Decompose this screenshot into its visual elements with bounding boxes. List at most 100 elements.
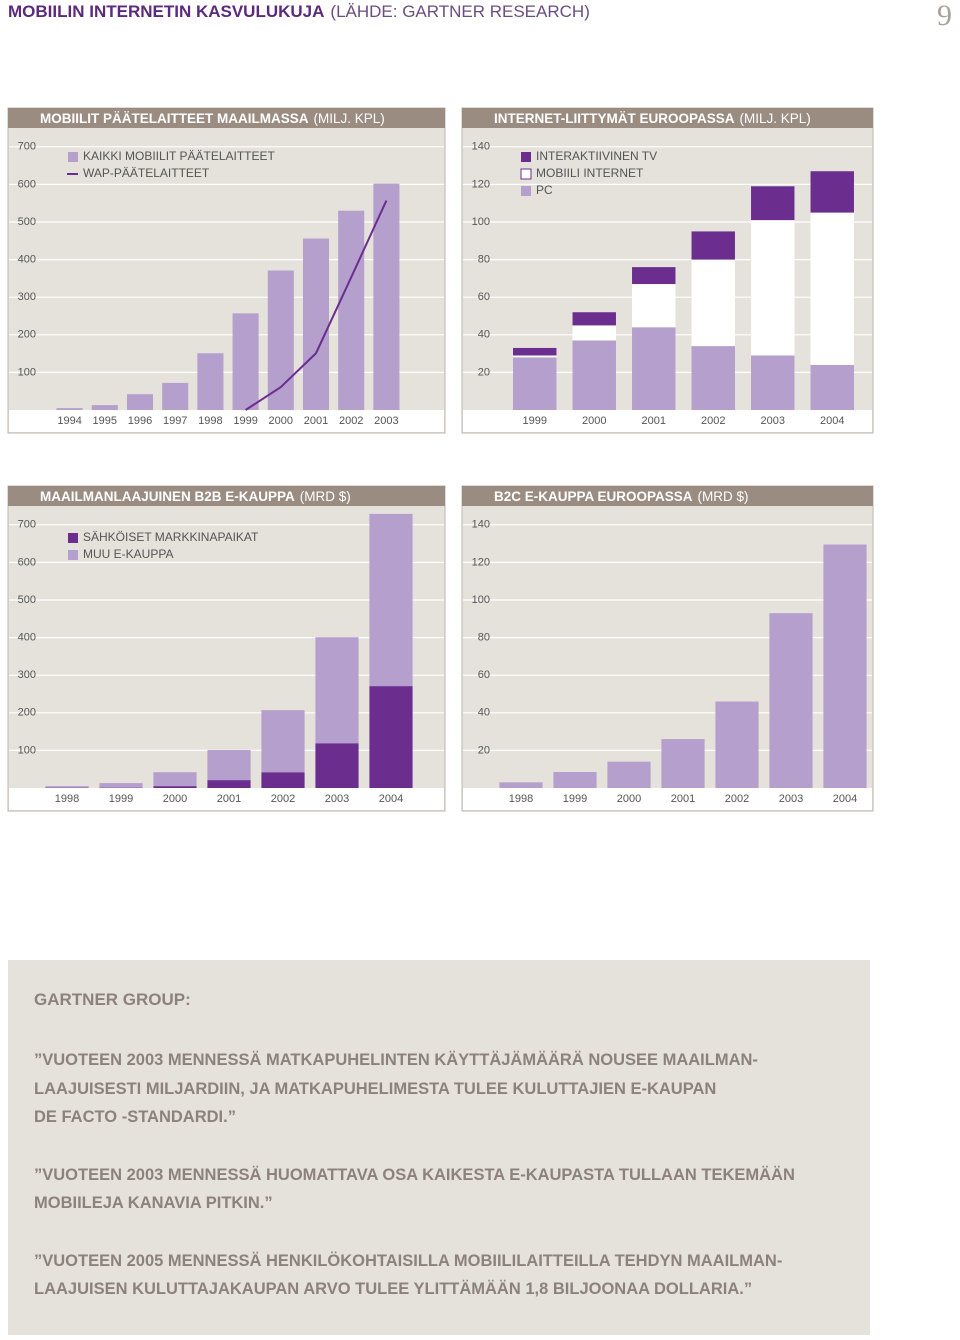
bar: [162, 382, 189, 410]
y-tick-label: 140: [472, 141, 490, 153]
y-tick-label: 700: [18, 141, 36, 153]
x-tick-label: 1999: [233, 415, 257, 427]
x-tick-label: 1998: [198, 415, 222, 427]
x-tick-label: 2003: [325, 793, 349, 805]
x-tick-label: 1998: [55, 793, 79, 805]
bar: [99, 783, 143, 788]
y-tick-label: 300: [18, 669, 36, 681]
x-tick-label: 2002: [271, 793, 295, 805]
y-tick-label: 40: [478, 329, 490, 341]
x-tick-label: 2001: [217, 793, 241, 805]
x-axis-strip: [463, 410, 872, 432]
y-tick-label: 60: [478, 669, 490, 681]
y-tick-label: 500: [18, 216, 36, 228]
legend-label: INTERAKTIIVINEN TV: [536, 149, 657, 163]
quote-line: LAAJUISEN KULUTTAJAKAUPAN ARVO TULEE YLI…: [34, 1280, 753, 1298]
chart-title-unit: (MRD $): [698, 489, 749, 504]
chart-title-main: MOBIILIT PÄÄTELAITTEET MAAILMASSA: [40, 111, 309, 126]
quote-line: ”VUOTEEN 2005 MENNESSÄ HENKILÖKOHTAISILL…: [34, 1251, 783, 1270]
bar: [607, 761, 651, 788]
y-tick-label: 140: [472, 519, 490, 531]
y-tick-label: 600: [18, 178, 36, 190]
x-tick-label: 1996: [128, 415, 152, 427]
quote-box: GARTNER GROUP: ”VUOTEEN 2003 MENNESSÄ MA…: [8, 960, 870, 1335]
bar: [553, 772, 597, 788]
x-axis-strip: [9, 788, 444, 810]
y-tick-label: 100: [18, 744, 36, 756]
legend-swatch: [520, 168, 532, 180]
x-tick-label: 2004: [833, 793, 857, 805]
legend-label: KAIKKI MOBIILIT PÄÄTELAITTEET: [83, 149, 276, 163]
x-tick-label: 2002: [701, 415, 725, 427]
bar: [153, 786, 197, 788]
x-tick-label: 2002: [339, 415, 363, 427]
x-axis-strip: [463, 788, 872, 810]
legend-label: PC: [536, 183, 553, 197]
bar: [207, 780, 251, 788]
y-tick-label: 700: [18, 519, 36, 531]
y-tick-label: 400: [18, 254, 36, 266]
legend-label: MOBIILI INTERNET: [536, 166, 644, 180]
legend-swatch: [68, 533, 78, 543]
bar: [207, 750, 251, 781]
bar: [823, 544, 867, 788]
x-tick-label: 2003: [761, 415, 785, 427]
y-tick-label: 80: [478, 632, 490, 644]
quote-line: ”VUOTEEN 2003 MENNESSÄ MATKAPUHELINTEN K…: [34, 1051, 758, 1069]
chart-title: INTERNET-LIITTYMÄT EUROOPASSA (MILJ. KPL): [494, 111, 811, 126]
bar: [373, 183, 400, 410]
bar: [232, 313, 259, 410]
bar: [302, 238, 330, 410]
chart-title: MAAILMANLAAJUINEN B2B E-KAUPPA (MRD $): [40, 489, 351, 504]
bar: [513, 357, 557, 410]
y-tick-label: 120: [472, 556, 490, 568]
bar: [632, 267, 676, 285]
bar: [572, 325, 616, 341]
bar: [572, 312, 616, 326]
bar: [126, 394, 154, 410]
panel-header: [8, 486, 445, 506]
x-tick-label: 1998: [509, 793, 533, 805]
quote-title: GARTNER GROUP:: [34, 990, 191, 1009]
x-tick-label: 2000: [582, 415, 606, 427]
quote-line: LAAJUISESTI MILJARDIIN, JA MATKAPUHELIME…: [34, 1079, 717, 1098]
bar: [513, 347, 557, 356]
line: [245, 200, 388, 411]
x-tick-label: 2002: [725, 793, 749, 805]
chart-title-main: B2C E-KAUPPA EUROOPASSA: [494, 489, 693, 504]
x-tick-label: 1999: [109, 793, 133, 805]
bar: [369, 513, 413, 687]
bar: [632, 284, 676, 328]
x-tick-label: 1995: [93, 415, 117, 427]
x-tick-label: 1999: [523, 415, 547, 427]
legend-label: MUU E-KAUPPA: [83, 547, 173, 561]
x-tick-label: 1997: [163, 415, 187, 427]
bar: [197, 353, 224, 410]
x-tick-label: 2003: [374, 415, 398, 427]
chart-title: B2C E-KAUPPA EUROOPASSA (MRD $): [494, 489, 749, 504]
bar: [769, 613, 813, 788]
x-tick-label: 2004: [379, 793, 403, 805]
quote: ”VUOTEEN 2003 MENNESSÄ HUOMATTAVA OSA KA…: [34, 1161, 870, 1218]
bar: [572, 340, 616, 410]
chart-title-unit: (MILJ. KPL): [313, 111, 384, 126]
bar: [267, 270, 294, 410]
chart-title: MOBIILIT PÄÄTELAITTEET MAAILMASSA (MILJ. …: [40, 111, 385, 126]
quote: ”VUOTEEN 2003 MENNESSÄ MATKAPUHELINTEN K…: [34, 1046, 870, 1132]
bar: [499, 782, 543, 788]
x-tick-label: 2001: [304, 415, 328, 427]
y-tick-label: 300: [18, 291, 36, 303]
x-tick-label: 2001: [642, 415, 666, 427]
quote-line: ”VUOTEEN 2003 MENNESSÄ HUOMATTAVA OSA KA…: [34, 1165, 795, 1184]
bar: [751, 355, 795, 410]
chart-title-main: MAAILMANLAAJUINEN B2B E-KAUPPA: [40, 489, 295, 504]
y-tick-label: 60: [478, 291, 490, 303]
bar: [513, 355, 557, 358]
chart-title-main: INTERNET-LIITTYMÄT EUROOPASSA: [494, 111, 735, 126]
y-tick-label: 20: [478, 366, 490, 378]
x-tick-label: 2000: [617, 793, 641, 805]
charts: MOBIILIN INTERNETIN KASVULUKUJA (LÄHDE: G…: [7, 0, 952, 812]
legend-swatch: [68, 152, 78, 162]
x-tick-label: 2000: [269, 415, 293, 427]
bar: [91, 405, 118, 410]
